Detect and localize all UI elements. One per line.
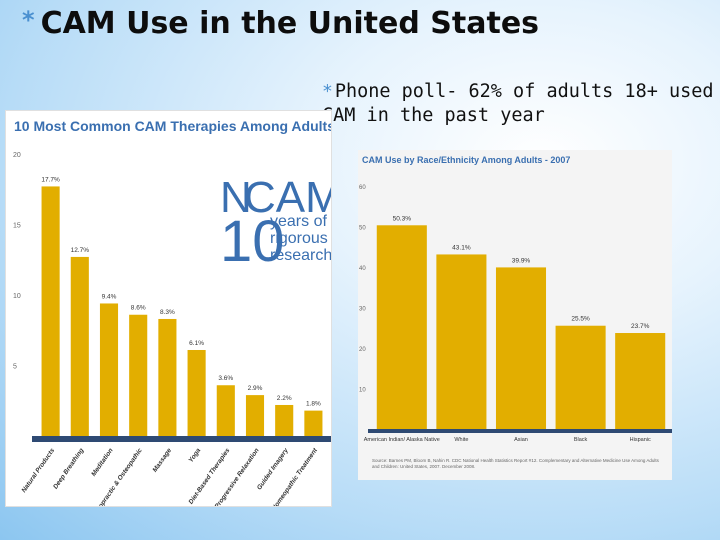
category-label: Asian	[514, 437, 528, 443]
y-tick-label: 50	[359, 226, 366, 232]
nccam-logo: N CAM 10 years of rigorous research	[220, 173, 331, 283]
y-tick-label: 5	[13, 364, 17, 371]
y-tick-label: 10	[359, 388, 366, 394]
value-label: 23.7%	[631, 323, 650, 330]
chart-panel-therapies: 10 Most Common CAM Therapies Among Adult…	[5, 110, 332, 507]
bar	[245, 395, 265, 436]
y-tick-label: 40	[359, 266, 366, 272]
bar	[555, 325, 606, 429]
logo-mark-n: N	[220, 173, 252, 222]
bar	[495, 267, 547, 429]
y-tick-label: 60	[359, 185, 366, 191]
logo-mark-cam: CAM	[244, 173, 331, 222]
slide-title: * CAM Use in the United States	[22, 6, 539, 41]
value-label: 1.8%	[306, 401, 321, 408]
category-label: Massage	[152, 447, 174, 474]
value-label: 43.1%	[452, 244, 471, 251]
logo-line: years of	[270, 213, 327, 230]
y-tick-label: 20	[13, 152, 21, 159]
bar-chart-therapies: 5 10 15 20 17.7% Natural Products 12.7% Deep Br…	[13, 152, 331, 506]
y-tick-label: 30	[359, 307, 366, 313]
value-label: 6.1%	[189, 340, 204, 347]
category-label: Natural Products	[20, 447, 56, 494]
value-label: 2.2%	[277, 395, 292, 402]
bar	[187, 349, 206, 436]
bullet-star-icon: *	[322, 81, 333, 102]
category-label: Guided Imagery	[256, 447, 290, 492]
bar-chart-race: 10 20 30 40 50 60 50.3% American Indian/ Alaska…	[359, 185, 672, 443]
chart-title: CAM Use by Race/Ethnicity Among Adults -…	[362, 155, 571, 165]
value-label: 39.9%	[512, 257, 531, 264]
bullet-text: Phone poll- 62% of adults 18+ used CAM i…	[322, 81, 714, 126]
x-axis-baseline	[368, 429, 672, 433]
y-tick-label: 20	[359, 347, 366, 353]
logo-tagline: years of rigorous research	[270, 213, 332, 264]
value-label: 2.9%	[248, 385, 263, 392]
bullet-star-icon: *	[22, 6, 35, 34]
value-label: 17.7%	[41, 176, 60, 183]
chart-panel-race: CAM Use by Race/Ethnicity Among Adults -…	[358, 150, 672, 480]
bar	[275, 404, 294, 436]
value-label: 25.5%	[571, 316, 590, 323]
y-tick-label: 10	[13, 293, 21, 300]
logo-mark-10: 10	[220, 209, 285, 274]
category-label: Chiropractic & Osteopathic	[90, 447, 144, 506]
bar	[376, 225, 427, 429]
bar	[99, 303, 119, 436]
bar	[70, 256, 89, 436]
chart-title: 10 Most Common CAM Therapies Among Adult…	[14, 118, 332, 134]
value-label: 8.6%	[131, 305, 146, 312]
bar	[436, 254, 487, 429]
category-label: Deep Breathing	[52, 447, 85, 490]
logo-line: research	[270, 247, 332, 264]
category-label: Meditation	[90, 447, 114, 478]
category-label: Black	[574, 437, 588, 443]
value-label: 50.3%	[393, 215, 412, 222]
category-label: White	[454, 437, 468, 443]
bar	[129, 314, 148, 436]
logo-line: rigorous	[270, 230, 328, 247]
bar	[615, 333, 666, 429]
bar	[41, 186, 60, 436]
y-tick-label: 15	[13, 223, 21, 230]
bar	[216, 385, 235, 436]
slide-title-text: CAM Use in the United States	[40, 6, 540, 41]
category-label: American Indian/ Alaska Native	[364, 437, 440, 443]
bar	[158, 318, 177, 436]
value-label: 3.6%	[218, 375, 233, 382]
value-label: 8.3%	[160, 309, 175, 316]
bar	[304, 410, 323, 436]
value-label: 12.7%	[71, 247, 90, 254]
source-note: Source: Barnes PM, Bloom B, Nahin R. CDC…	[372, 458, 659, 469]
value-label: 9.4%	[102, 293, 117, 300]
category-label: Hispanic	[630, 437, 651, 443]
bullet-point: * Phone poll- 62% of adults 18+ used CAM …	[322, 80, 717, 128]
category-label: Yoga	[188, 447, 203, 464]
x-axis-baseline	[32, 436, 331, 442]
